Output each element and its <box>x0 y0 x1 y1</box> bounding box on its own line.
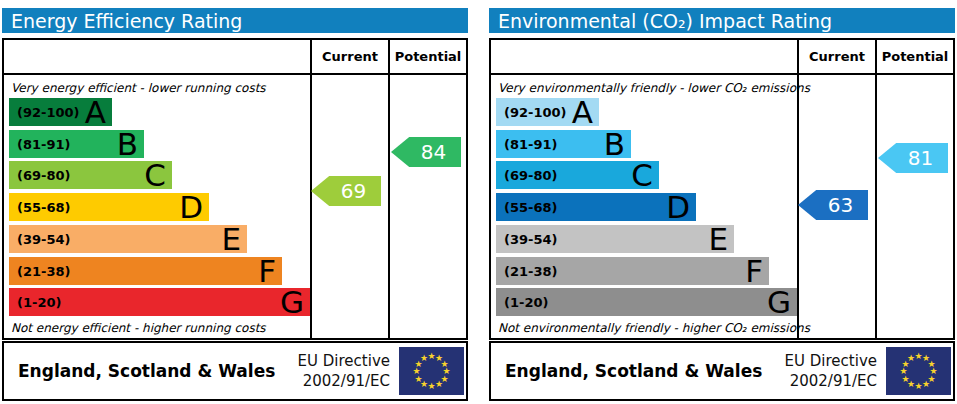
header-row-divider <box>4 73 466 75</box>
svg-text:★: ★ <box>907 353 915 363</box>
energy-efficiency-title-bar: Energy Efficiency Rating <box>2 8 468 33</box>
band-row-d: (55-68) D <box>9 193 209 221</box>
band-letter: F <box>258 257 276 285</box>
band-row-c: (69-80) C <box>496 161 659 189</box>
band-range-label: (39-54) <box>17 232 70 247</box>
band-range-label: (69-80) <box>17 168 70 183</box>
potential-column-header: Potential <box>877 40 953 73</box>
region-label: England, Scotland & Wales <box>505 343 762 399</box>
bottom-caption: Not energy efficient - higher running co… <box>11 321 266 335</box>
eu-directive-line1: EU Directive <box>298 351 390 371</box>
band-row-b: (81-91) B <box>496 130 631 158</box>
current-rating-arrow: 69 <box>311 176 381 206</box>
potential-column-divider <box>388 40 390 338</box>
eu-directive-line1: EU Directive <box>785 351 877 371</box>
band-range-label: (55-68) <box>504 200 557 215</box>
band-row-c: (69-80) C <box>9 161 172 189</box>
energy-efficiency-rating-table: Current Potential Very energy efficient … <box>2 38 468 340</box>
band-letter: F <box>745 257 763 285</box>
current-column-divider <box>310 40 312 338</box>
band-range-label: (1-20) <box>17 295 61 310</box>
band-range-label: (39-54) <box>504 232 557 247</box>
band-range-label: (69-80) <box>504 168 557 183</box>
band-letter: G <box>767 288 791 316</box>
band-letter: D <box>666 193 690 221</box>
top-caption: Very environmentally friendly - lower CO… <box>498 81 810 95</box>
current-column-header: Current <box>312 40 388 73</box>
band-row-a: (92-100) A <box>496 98 599 126</box>
footer: England, Scotland & Wales EU Directive 2… <box>489 341 955 401</box>
band-row-b: (81-91) B <box>9 130 144 158</box>
footer: England, Scotland & Wales EU Directive 2… <box>2 341 468 401</box>
band-letter: B <box>117 130 138 158</box>
band-letter: A <box>85 98 106 126</box>
svg-text:★: ★ <box>427 381 435 391</box>
band-letter: D <box>179 193 203 221</box>
bottom-caption: Not environmentally friendly - higher CO… <box>498 321 810 335</box>
header-row-divider <box>491 73 953 75</box>
environmental-impact-title-bar: Environmental (CO₂) Impact Rating <box>489 8 955 33</box>
epc-rating-charts: Energy Efficiency Rating Current Potenti… <box>0 0 957 404</box>
band-range-label: (81-91) <box>17 137 70 152</box>
band-row-e: (39-54) E <box>496 225 734 253</box>
band-row-e: (39-54) E <box>9 225 247 253</box>
band-range-label: (92-100) <box>504 105 567 120</box>
band-row-d: (55-68) D <box>496 193 696 221</box>
band-range-label: (92-100) <box>17 105 80 120</box>
eu-directive-label: EU Directive 2002/91/EC <box>298 351 390 391</box>
band-letter: A <box>572 98 593 126</box>
svg-text:★: ★ <box>914 381 922 391</box>
band-row-f: (21-38) F <box>9 257 282 285</box>
energy-efficiency-panel: Energy Efficiency Rating Current Potenti… <box>2 8 468 401</box>
environmental-impact-rating-table: Current Potential Very environmentally f… <box>489 38 955 340</box>
eu-flag-icon: ★★★★★★★★★★★★ <box>399 347 464 395</box>
eu-directive-line2: 2002/91/EC <box>785 371 877 391</box>
region-label: England, Scotland & Wales <box>18 343 275 399</box>
potential-rating-arrow: 84 <box>391 137 461 167</box>
band-letter: C <box>631 161 653 189</box>
svg-text:★: ★ <box>922 379 930 389</box>
band-range-label: (81-91) <box>504 137 557 152</box>
eu-flag-icon: ★★★★★★★★★★★★ <box>886 347 951 395</box>
band-range-label: (55-68) <box>17 200 70 215</box>
band-row-a: (92-100) A <box>9 98 112 126</box>
band-letter: B <box>604 130 625 158</box>
band-letter: G <box>280 288 304 316</box>
band-range-label: (21-38) <box>17 264 70 279</box>
eu-directive-label: EU Directive 2002/91/EC <box>785 351 877 391</box>
band-range-label: (1-20) <box>504 295 548 310</box>
potential-column-divider <box>875 40 877 338</box>
band-letter: E <box>708 225 728 253</box>
environmental-impact-panel: Environmental (CO₂) Impact Rating Curren… <box>489 8 955 401</box>
current-rating-arrow: 63 <box>798 190 868 220</box>
current-column-header: Current <box>799 40 875 73</box>
band-row-f: (21-38) F <box>496 257 769 285</box>
band-letter: E <box>221 225 241 253</box>
top-caption: Very energy efficient - lower running co… <box>11 81 266 95</box>
potential-column-header: Potential <box>390 40 466 73</box>
band-row-g: (1-20) G <box>9 288 310 316</box>
eu-directive-line2: 2002/91/EC <box>298 371 390 391</box>
band-row-g: (1-20) G <box>496 288 797 316</box>
svg-text:★: ★ <box>420 353 428 363</box>
svg-text:★: ★ <box>435 379 443 389</box>
band-letter: C <box>144 161 166 189</box>
band-range-label: (21-38) <box>504 264 557 279</box>
potential-rating-arrow: 81 <box>878 143 948 173</box>
